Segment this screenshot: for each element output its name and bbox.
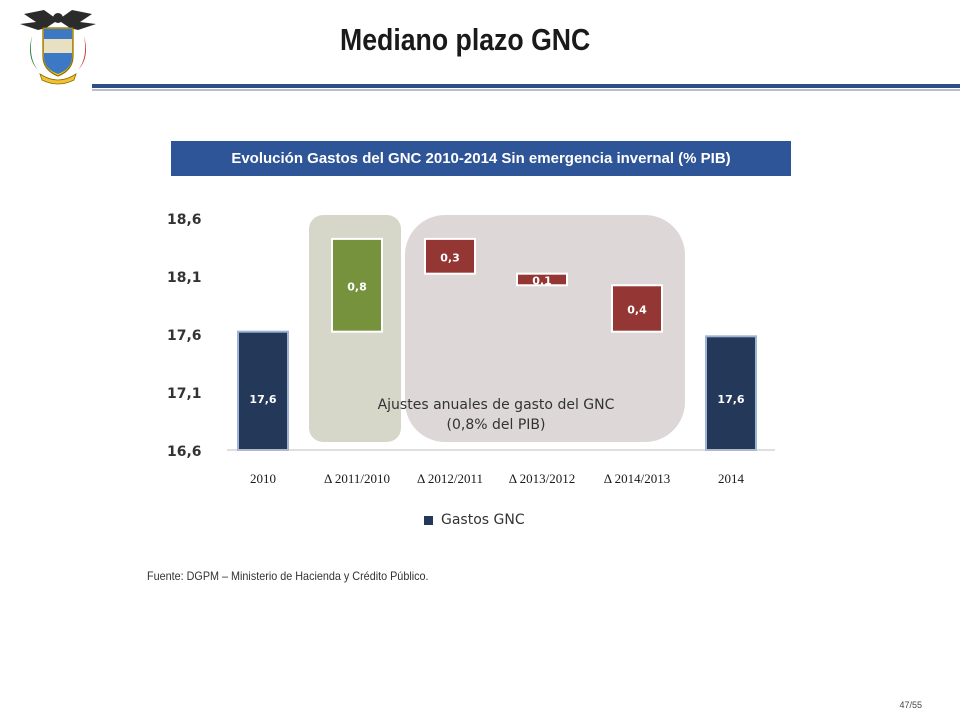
x-category-label: 2010 xyxy=(250,471,276,486)
x-category-label: Δ 2011/2010 xyxy=(324,471,390,486)
annotation-line-2: (0,8% del PIB) xyxy=(447,417,546,433)
bar-value-label: 0,3 xyxy=(440,251,460,264)
bar-decrease xyxy=(424,237,476,275)
bar-total xyxy=(705,335,757,452)
legend: Gastos GNC xyxy=(424,512,525,528)
y-tick-label: 17,1 xyxy=(167,386,202,402)
source-note: Fuente: DGPM – Ministerio de Hacienda y … xyxy=(147,569,429,583)
annotation-line-1: Ajustes anuales de gasto del GNC xyxy=(378,397,615,413)
page-number: 47/55 xyxy=(899,700,922,710)
bar-total xyxy=(237,330,289,451)
bar-value-label: 17,6 xyxy=(717,393,744,406)
legend-swatch xyxy=(424,515,433,525)
x-category-label: Δ 2012/2011 xyxy=(417,471,483,486)
bar-increase xyxy=(331,237,383,333)
y-tick-label: 18,6 xyxy=(167,212,202,228)
bar-decrease xyxy=(611,284,663,333)
y-tick-label: 17,6 xyxy=(167,328,202,344)
chart-title-banner: Evolución Gastos del GNC 2010-2014 Sin e… xyxy=(171,141,791,176)
header-rule xyxy=(92,84,960,88)
bar-value-label: 0,1 xyxy=(532,274,552,287)
y-tick-label: 18,1 xyxy=(167,270,202,286)
bar-value-label: 0,8 xyxy=(347,280,367,293)
header-rule-secondary xyxy=(92,89,960,91)
x-category-label: Δ 2013/2012 xyxy=(509,471,576,486)
y-tick-label: 16,6 xyxy=(167,444,202,460)
legend-label: Gastos GNC xyxy=(441,512,525,528)
x-category-label: 2014 xyxy=(718,471,745,486)
bar-decrease xyxy=(516,272,568,287)
bar-value-label: 0,4 xyxy=(627,303,647,316)
coat-of-arms-icon xyxy=(20,10,96,85)
page-title: Mediano plazo GNC xyxy=(340,22,591,57)
x-category-label: Δ 2014/2013 xyxy=(604,471,671,486)
bar-value-label: 17,6 xyxy=(249,393,276,406)
